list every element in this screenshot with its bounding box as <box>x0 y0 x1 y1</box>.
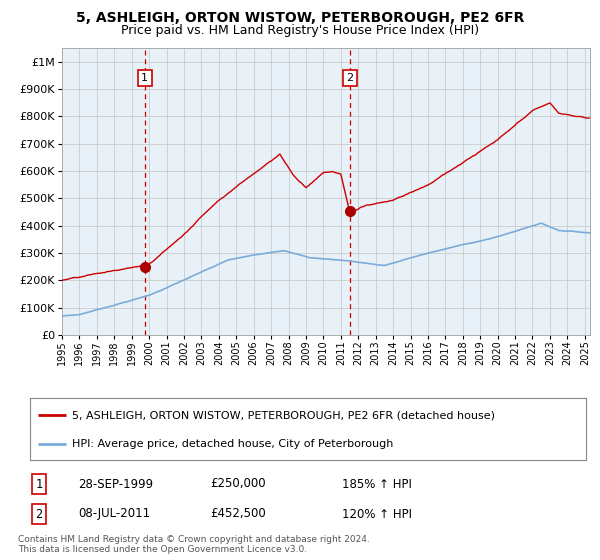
Text: 120% ↑ HPI: 120% ↑ HPI <box>342 507 412 520</box>
Text: 28-SEP-1999: 28-SEP-1999 <box>78 478 153 491</box>
Text: 5, ASHLEIGH, ORTON WISTOW, PETERBOROUGH, PE2 6FR (detached house): 5, ASHLEIGH, ORTON WISTOW, PETERBOROUGH,… <box>72 410 494 421</box>
Text: 185% ↑ HPI: 185% ↑ HPI <box>342 478 412 491</box>
Text: 1: 1 <box>141 73 148 83</box>
Text: 5, ASHLEIGH, ORTON WISTOW, PETERBOROUGH, PE2 6FR: 5, ASHLEIGH, ORTON WISTOW, PETERBOROUGH,… <box>76 11 524 25</box>
Text: 1: 1 <box>35 478 43 491</box>
Text: HPI: Average price, detached house, City of Peterborough: HPI: Average price, detached house, City… <box>72 439 393 449</box>
Text: Contains HM Land Registry data © Crown copyright and database right 2024.
This d: Contains HM Land Registry data © Crown c… <box>18 535 370 554</box>
Text: 08-JUL-2011: 08-JUL-2011 <box>78 507 150 520</box>
Text: 2: 2 <box>346 73 353 83</box>
Text: £250,000: £250,000 <box>210 478 266 491</box>
Text: Price paid vs. HM Land Registry's House Price Index (HPI): Price paid vs. HM Land Registry's House … <box>121 24 479 36</box>
Text: 2: 2 <box>35 507 43 520</box>
Text: £452,500: £452,500 <box>210 507 266 520</box>
